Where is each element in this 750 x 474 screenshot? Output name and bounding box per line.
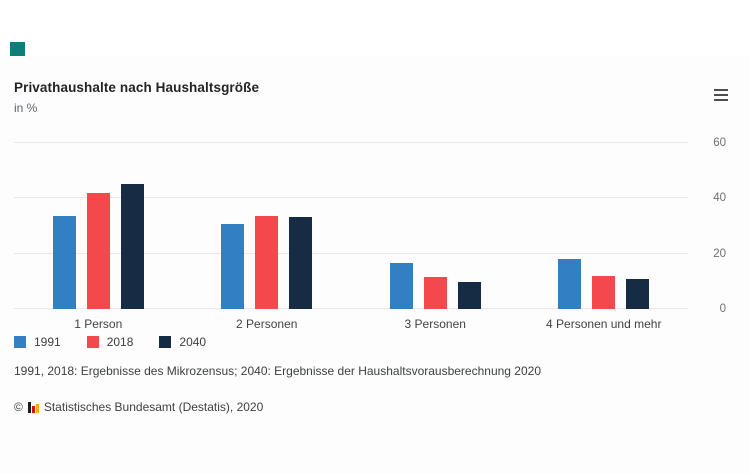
bar-group-3 [351,143,520,309]
bar-group-1 [14,143,183,309]
bar-2018-3-personen[interactable] [423,277,447,309]
gridline [14,252,688,254]
gridline [14,308,688,309]
y-tick-label: 0 [719,303,726,315]
x-axis-labels: 1 Person 2 Personen 3 Personen 4 Personen u… [14,317,688,331]
x-axis-label: 2 Personen [236,317,298,331]
bar-groups [14,143,688,309]
unit-label: in % [14,101,38,115]
bar-1991-4-personen-und-mehr[interactable] [558,259,582,309]
legend-label: 1991 [34,335,61,349]
y-tick-label: 60 [713,137,726,149]
brand-square [10,42,25,57]
chart-header: Privathaushalte nach Haushaltsgröße in % [14,80,728,115]
bar-2040-2-personen[interactable] [289,217,313,309]
copyright-text: Statistisches Bundesamt (Destatis), 2020 [43,400,264,414]
bar-group-2 [183,143,352,309]
plot-area [14,142,688,309]
bar-1991-3-personen[interactable] [389,262,413,309]
bar-1991-1-person[interactable] [52,216,76,309]
y-axis-labels: 0 20 40 60 [690,137,728,315]
legend-swatch-icon [159,336,172,348]
bar-2040-4-personen-und-mehr[interactable] [626,278,650,309]
footnote: 1991, 2018: Ergebnisse des Mikrozensus; … [14,364,542,378]
bar-2018-4-personen-und-mehr[interactable] [592,275,616,309]
bar-1991-2-personen[interactable] [221,223,245,309]
legend-item-2018[interactable]: 2018 [86,335,134,349]
x-axis-label: 3 Personen [404,317,466,331]
x-axis-label: 1 Person [74,317,123,331]
legend-item-2040[interactable]: 2040 [159,335,206,349]
legend-swatch-icon [86,336,99,348]
legend-swatch-icon [14,336,26,348]
destatis-logo-icon [27,401,39,413]
bar-2040-3-personen[interactable] [457,281,481,309]
y-tick-label: 20 [713,247,726,260]
chart-card: Privathaushalte nach Haushaltsgröße in %… [0,56,750,474]
legend-item-1991[interactable]: 1991 [14,335,61,349]
legend-label: 2018 [106,335,134,349]
chart-menu-button[interactable] [708,86,728,104]
copyright: © Statistisches Bundesamt (Destatis), 20… [14,400,728,414]
bar-2040-1-person[interactable] [120,183,144,309]
legend-label: 2040 [179,335,207,349]
gridline [14,197,688,199]
gridline [14,142,688,143]
legend: 1991 2018 2040 [14,335,728,349]
x-axis-label: 4 Personen und mehr [546,317,662,331]
bar-2018-2-personen[interactable] [255,215,279,309]
hamburger-icon [714,88,728,102]
page-title: Privathaushalte nach Haushaltsgröße [14,80,260,95]
bar-group-4 [520,143,689,309]
chart-area: 0 20 40 60 1 Person 2 Personen 3 Personen 4 Pe… [14,121,728,333]
y-tick-label: 40 [713,192,726,205]
bar-2018-1-person[interactable] [86,193,110,309]
copyright-symbol: © [14,400,23,414]
